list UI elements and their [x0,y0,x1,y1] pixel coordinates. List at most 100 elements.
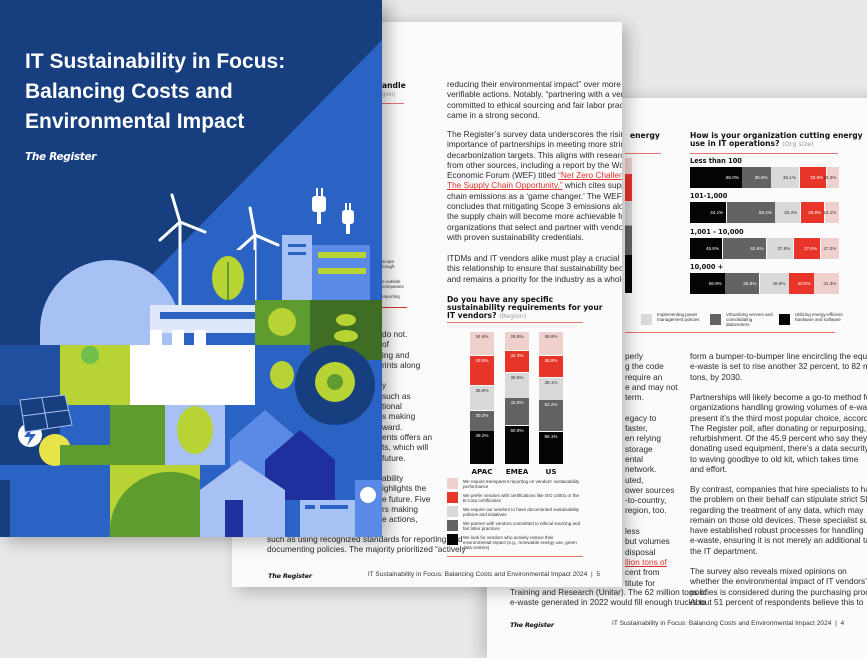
divider [447,556,583,557]
text-line: disposal [625,546,656,557]
text-line: g the code [625,361,664,372]
text-line: ents offers an [382,431,433,442]
text-line: organizations that select and partner wi… [447,221,622,232]
text-line: this relationship to ensure that sustain… [447,263,622,274]
text-line: but volumes [625,536,670,547]
org-size-chart: Less than 100 65.0% 35.6% 35.1% 33.8% 16.3% 10… [690,157,840,297]
bar-segment: 34.3% [505,350,529,373]
category-label: 1,001 - 10,000 [690,227,744,236]
footer-title: IT Sustainability in Focus: Balancing Co… [367,571,588,578]
text-line: e actions, [382,514,418,525]
legend-swatch [641,314,652,325]
legend-label: Utilizing energy-efficient hardware and … [795,312,843,323]
bar-segment: 39.5% [505,372,529,398]
text-line: egacy to [625,412,657,423]
footer-separator: | [590,571,593,578]
text-line: decarbonization targets. This aligns wit… [447,149,622,160]
text-line: and remains a priority for the industry … [447,273,622,284]
bar-segment: 41.3% [814,272,840,294]
report-link[interactable]: “Net Zero Challenge: [558,170,622,181]
text-line: organizations handling growing volumes o… [690,402,867,413]
bar-segment: 49.2% [470,431,494,465]
text-line: e-waste generated in 2022 would fill eno… [510,597,707,608]
bar-segment: 35.1% [771,167,799,188]
bar-segment: 56.9% [690,272,725,294]
report-link[interactable]: llion tons of [625,556,667,567]
bar-segment: 36.9% [470,385,494,411]
text-line: the IT department. [690,545,758,556]
text-line: -to-country, [625,495,667,506]
text-line: to waving goodbye to old kit, which take… [690,453,859,464]
title-line: Environmental Impact [25,110,245,133]
bar-segment: 30.3% [775,202,801,224]
bar-segment: 38.1% [539,377,563,400]
bar-segment: 36.8% [539,355,563,377]
bar-segment: 18.1% [823,202,840,224]
solar-panel-icon [19,394,73,433]
question-qualifier: (Region) [499,312,527,321]
left-column-text: do not. of ing and rints along y such as tion… [382,329,432,525]
divider [625,332,835,333]
divider [690,153,838,154]
bar-segment: 16.3% [823,167,840,188]
title-line: IT Sustainability in Focus: [25,50,286,73]
text-line: network. [625,464,657,475]
bar-segment: 27.2% [820,237,840,259]
legend-fragment: e-outside [382,279,401,284]
text-line: importance of partnerships in meeting mo… [447,139,622,150]
bar-segment: 43.9% [470,355,494,385]
legend-label: We look for vendors who actively reduce … [463,535,577,551]
partial-chart-bar [625,158,632,293]
report-link[interactable]: The Supply Chain Opportunity,” [447,180,563,191]
category-label: EMEA [505,467,529,476]
bar-segment: 65.0% [690,167,742,188]
text-line: the supply chain will become more achiev… [447,211,622,222]
footer-separator: | [835,620,837,627]
legend-fragment: nough [382,264,395,269]
buildings-icon [282,235,370,305]
text-line: require an [625,371,663,382]
bar-segment: 33.8% [799,167,827,188]
legend-label: We require transparent reporting on vend… [463,479,580,490]
question-line: sustainability requirements for your [447,303,603,313]
text-line: e and may not [625,381,678,392]
bar-segment: 46.8% [760,272,789,294]
text-line: present it’s the third most popular choi… [690,412,867,423]
tree-icon [177,406,213,454]
text-line: ITDMs and IT vendors alike must play a c… [447,253,622,263]
text-line: with proven sustainability credentials. [447,231,584,242]
text-line: Partnerships will likely become a go-to … [690,392,867,402]
legend-fragment: scope [382,259,395,264]
text-line: documenting policies. The majority prior… [267,544,466,555]
divider [447,322,583,323]
title-line: Balancing Costs and [25,80,233,103]
text-line: ing and [382,349,410,360]
paragraph: The survey also reveals mixed opinions o… [690,566,867,607]
text-line: The Register poll, after donating or rep… [690,422,867,433]
text-line: future. [382,452,406,463]
barn-icon [60,445,110,465]
text-line: came in a strong second. [447,109,540,120]
text-line: refurbishment. Of the 45.9 percent who s… [690,433,867,444]
wind-turbine-icon [158,193,207,307]
the-register-logo: The Register [510,621,554,629]
text-line: have established robust processes for ha… [690,525,864,536]
text-line: ts, which will [382,442,429,453]
bar-segment: 55.8% [725,272,760,294]
plug-icon [312,188,326,224]
houses-icon [200,410,335,537]
text-line: regarding the treatment of any data, whi… [690,504,864,515]
paragraph: ITDMs and IT vendors alike must play a c… [447,253,622,284]
text-line: ower sources [625,484,675,495]
bar-segment: 52.2% [539,400,563,431]
bar-segment: 60.9% [505,425,529,465]
text-line: About 51 percent of respondents believe … [690,596,864,607]
text-line: ward. [382,421,403,432]
paragraph: Partnerships will likely become a go-to … [690,392,867,474]
bar-segment: 28.9% [505,332,529,351]
legend-label: Implementing power management policies [657,312,700,323]
text-line: term. [625,392,644,403]
factory-icon [200,345,255,405]
left-column-text-bottom: Training and Research (Unitar). The 62 m… [510,587,707,608]
text-line: policies is considered during the purcha… [690,586,867,597]
